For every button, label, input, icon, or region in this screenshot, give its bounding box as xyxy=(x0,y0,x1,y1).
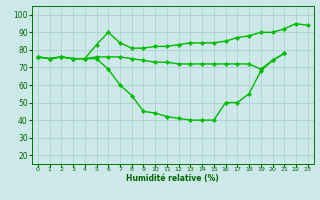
X-axis label: Humidité relative (%): Humidité relative (%) xyxy=(126,174,219,183)
